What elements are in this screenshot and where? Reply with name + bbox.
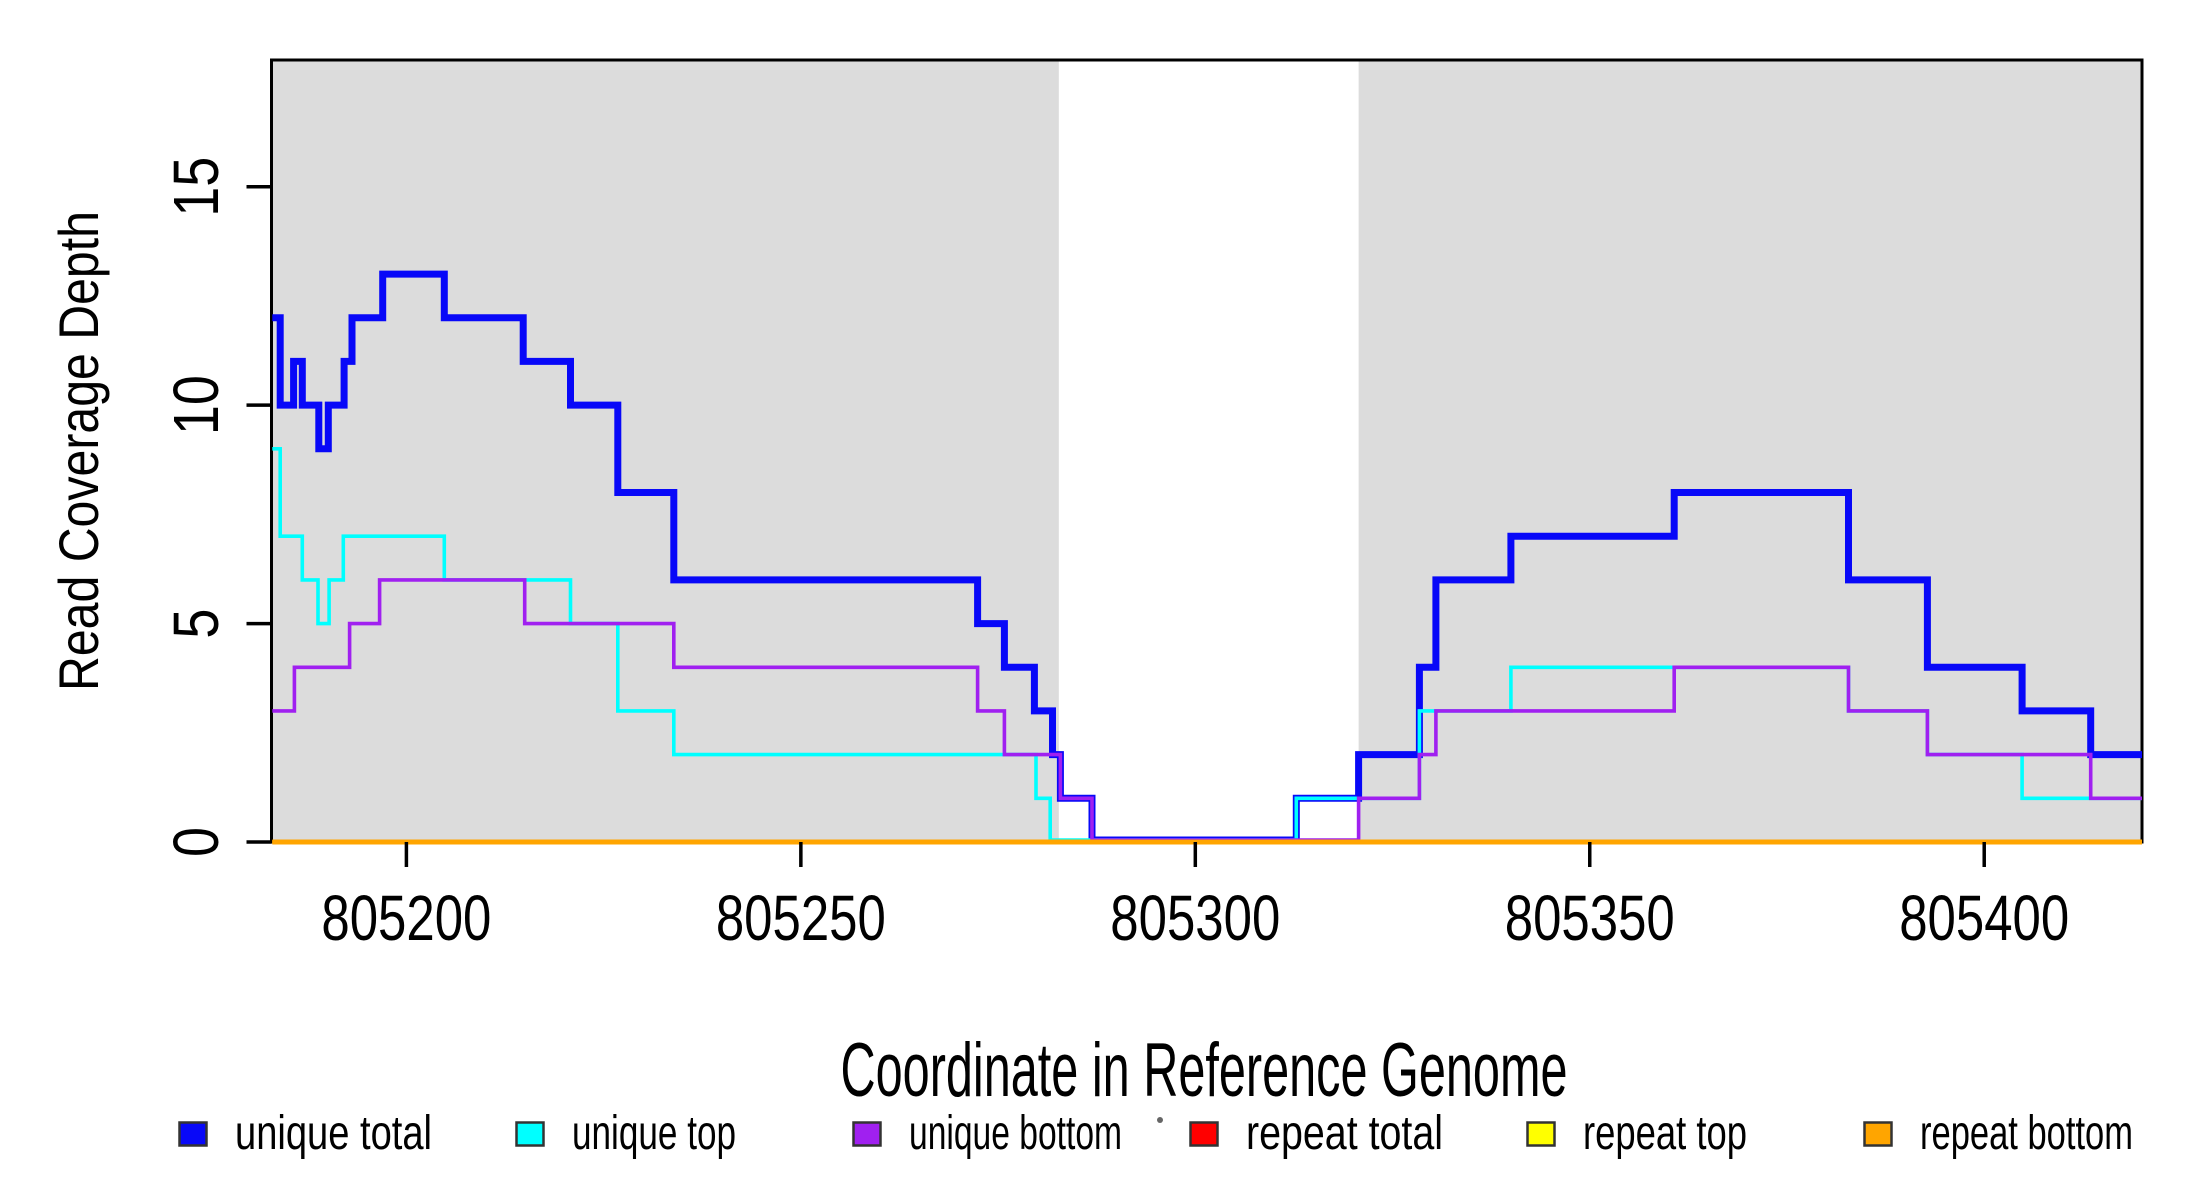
shaded-region [1358, 60, 2142, 842]
series-unique-bottom [272, 578, 2142, 842]
legend-item-unique-top: unique top [515, 1107, 736, 1160]
legend-item-label: unique bottom [909, 1107, 1122, 1160]
legend-swatch [515, 1121, 545, 1147]
legend-item-label: repeat total [1246, 1107, 1443, 1160]
legend: unique total unique top unique bottom repea… [178, 1107, 2133, 1160]
shaded-region [271, 60, 1059, 842]
legend-item-label: repeat bottom [1920, 1107, 2133, 1160]
legend-item-label: unique top [572, 1107, 736, 1160]
x-tick-label: 805350 [1505, 882, 1675, 954]
legend-item-label: repeat top [1583, 1107, 1747, 1160]
shaded-regions [271, 60, 2142, 842]
series-unique-total [272, 270, 2142, 844]
y-tick-label: 15 [160, 157, 232, 217]
y-axis-ticks: 0 5 10 15 [160, 157, 272, 857]
series-lines [272, 270, 2142, 845]
x-tick-label: 805250 [716, 882, 886, 954]
x-tick-label: 805200 [321, 882, 491, 954]
legend-swatch [1189, 1121, 1219, 1147]
legend-item-repeat-top: repeat top [1526, 1107, 1747, 1160]
legend-swatch [178, 1121, 208, 1147]
legend-swatch [1526, 1121, 1556, 1147]
legend-item-repeat-bottom: repeat bottom [1863, 1107, 2133, 1160]
legend-item-repeat-total: repeat total [1189, 1107, 1443, 1160]
legend-swatch [852, 1121, 882, 1147]
legend-item-label: unique total [235, 1107, 432, 1160]
legend-item-unique-bottom: unique bottom [852, 1107, 1122, 1160]
x-axis-title: Coordinate in Reference Genome [841, 1028, 1568, 1113]
x-axis-ticks: 805200 805250 805300 805350 805400 [321, 842, 2069, 954]
y-axis-title: Read Coverage Depth [47, 211, 110, 691]
x-tick-label: 805300 [1110, 882, 1280, 954]
legend-swatch [1863, 1121, 1893, 1147]
y-tick-label: 10 [160, 375, 232, 435]
y-tick-label: 0 [160, 827, 232, 857]
y-tick-label: 5 [160, 609, 232, 639]
x-tick-label: 805400 [1899, 882, 2069, 954]
stray-dot-artifact [1157, 1117, 1163, 1123]
legend-item-unique-total: unique total [178, 1107, 432, 1160]
